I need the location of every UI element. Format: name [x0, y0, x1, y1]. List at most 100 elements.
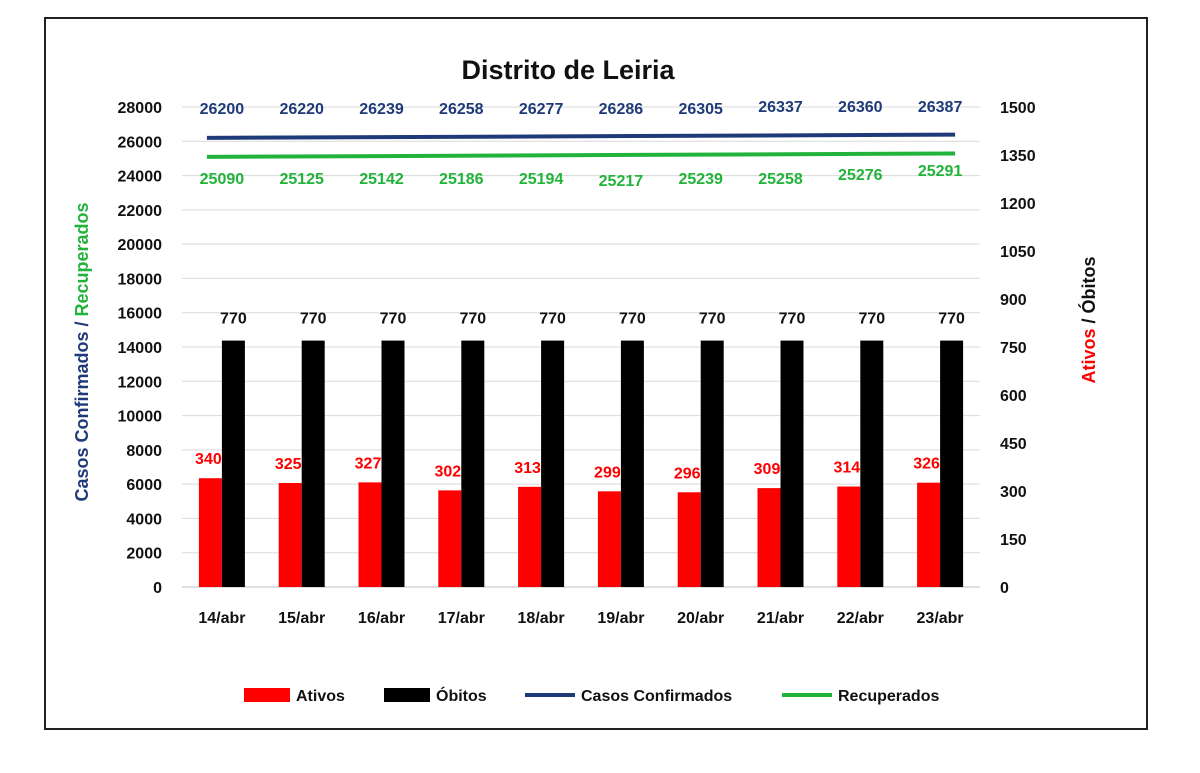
- right-axis-tick-label: 1200: [1000, 196, 1036, 213]
- bar-obitos: [620, 340, 644, 587]
- bar-obitos: [860, 340, 884, 587]
- x-axis-category-label: 21/abr: [757, 610, 804, 627]
- left-axis-tick-label: 28000: [118, 100, 163, 117]
- bar-ativos: [198, 478, 222, 587]
- bar-obitos: [221, 340, 245, 587]
- data-label-casos-confirmados: 26387: [918, 99, 963, 116]
- data-label-casos-confirmados: 26286: [599, 101, 644, 118]
- left-axis-tick-label: 18000: [118, 271, 163, 288]
- bar-ativos: [597, 491, 621, 587]
- bar-obitos: [461, 340, 485, 587]
- bar-ativos: [518, 486, 542, 587]
- right-axis-tick-label: 150: [1000, 532, 1027, 549]
- data-label-recuperados: 25194: [519, 171, 564, 188]
- data-label-obitos: 770: [779, 311, 806, 328]
- line-recuperados: [206, 151, 956, 159]
- bar-ativos: [757, 488, 781, 587]
- data-label-casos-confirmados: 26305: [678, 101, 723, 118]
- data-label-obitos: 770: [539, 311, 566, 328]
- left-axis-tick-label: 10000: [118, 409, 163, 426]
- chart-title: Distrito de Leiria: [461, 55, 675, 85]
- data-label-casos-confirmados: 26258: [439, 101, 484, 118]
- left-axis-tick-label: 4000: [126, 511, 162, 528]
- data-label-obitos: 770: [300, 311, 327, 328]
- data-label-obitos: 770: [858, 311, 885, 328]
- data-label-casos-confirmados: 26200: [200, 101, 245, 118]
- left-axis-tick-label: 16000: [118, 306, 163, 323]
- right-axis-title-part1: Ativos: [1079, 329, 1099, 384]
- data-label-ativos: 327: [355, 455, 382, 472]
- bar-obitos: [940, 340, 964, 587]
- bar-ativos: [278, 483, 302, 587]
- data-label-ativos: 326: [913, 456, 940, 473]
- x-axis-category-label: 15/abr: [278, 610, 325, 627]
- left-axis-tick-label: 24000: [118, 169, 163, 186]
- legend-label: Casos Confirmados: [581, 688, 732, 705]
- data-label-recuperados: 25239: [678, 171, 723, 188]
- bar-obitos: [780, 340, 804, 587]
- right-axis-tick-label: 300: [1000, 484, 1027, 501]
- left-axis-tick-label: 26000: [118, 134, 163, 151]
- data-label-recuperados: 25217: [599, 173, 644, 190]
- data-label-obitos: 770: [619, 311, 646, 328]
- legend-swatch: [384, 688, 430, 702]
- x-axis-category-label: 16/abr: [358, 610, 405, 627]
- left-axis-tick-label: 14000: [118, 340, 163, 357]
- right-axis-tick-label: 1350: [1000, 148, 1036, 165]
- left-axis-title-part2: Recuperados: [72, 202, 92, 316]
- legend-swatch: [244, 688, 290, 702]
- bar-ativos: [438, 490, 462, 587]
- right-axis-tick-label: 750: [1000, 340, 1027, 357]
- right-axis-tick-label: 1500: [1000, 100, 1036, 117]
- bar-ativos: [358, 482, 382, 587]
- bar-obitos: [301, 340, 325, 587]
- x-axis-category-label: 17/abr: [438, 610, 485, 627]
- data-label-casos-confirmados: 26360: [838, 99, 883, 116]
- data-label-ativos: 299: [594, 464, 621, 481]
- data-label-casos-confirmados: 26220: [279, 101, 324, 118]
- data-label-ativos: 314: [833, 460, 860, 477]
- x-axis-category-label: 19/abr: [597, 610, 644, 627]
- data-label-casos-confirmados: 26337: [758, 99, 803, 116]
- right-axis-tick-label: 0: [1000, 580, 1009, 597]
- data-label-obitos: 770: [699, 311, 726, 328]
- data-label-obitos: 770: [380, 311, 407, 328]
- left-axis-tick-label: 8000: [126, 443, 162, 460]
- data-label-casos-confirmados: 26277: [519, 101, 564, 118]
- data-label-recuperados: 25186: [439, 171, 484, 188]
- x-axis-category-label: 22/abr: [837, 610, 884, 627]
- data-label-obitos: 770: [220, 311, 247, 328]
- left-axis-tick-label: 6000: [126, 477, 162, 494]
- left-axis-tick-label: 20000: [118, 237, 163, 254]
- data-label-recuperados: 25125: [279, 171, 324, 188]
- left-axis-tick-label: 22000: [118, 203, 163, 220]
- data-label-recuperados: 25291: [918, 163, 963, 180]
- data-label-ativos: 309: [754, 461, 781, 478]
- left-axis-tick-label: 0: [153, 580, 162, 597]
- data-label-recuperados: 25258: [758, 171, 803, 188]
- x-axis-category-label: 18/abr: [518, 610, 565, 627]
- right-axis-tick-label: 600: [1000, 388, 1027, 405]
- line-casos-confirmados: [206, 132, 956, 140]
- x-axis-category-label: 20/abr: [677, 610, 724, 627]
- right-axis-tick-label: 1050: [1000, 244, 1036, 261]
- data-label-ativos: 296: [674, 465, 701, 482]
- data-label-recuperados: 25142: [359, 171, 404, 188]
- data-label-ativos: 313: [514, 460, 541, 477]
- data-label-obitos: 770: [459, 311, 486, 328]
- right-axis-title-part2: Óbitos: [1078, 256, 1099, 313]
- bar-obitos: [381, 340, 405, 587]
- bar-obitos: [541, 340, 565, 587]
- bar-ativos: [917, 482, 941, 587]
- legend-label: Óbitos: [436, 686, 487, 705]
- data-label-recuperados: 25276: [838, 167, 883, 184]
- right-axis-tick-label: 900: [1000, 292, 1027, 309]
- right-axis-title: Ativos / Óbitos: [1078, 256, 1099, 383]
- legend-label: Recuperados: [838, 688, 939, 705]
- left-axis-tick-label: 2000: [126, 546, 162, 563]
- data-label-obitos: 770: [938, 311, 965, 328]
- data-label-casos-confirmados: 26239: [359, 101, 404, 118]
- x-axis-category-label: 14/abr: [198, 610, 245, 627]
- x-axis-category-label: 23/abr: [917, 610, 964, 627]
